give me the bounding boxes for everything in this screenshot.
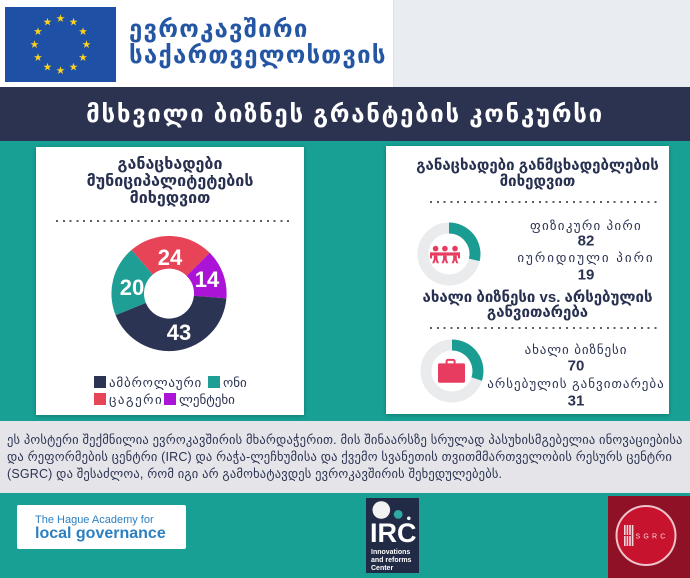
svg-text:SGRC: SGRC	[636, 534, 669, 541]
